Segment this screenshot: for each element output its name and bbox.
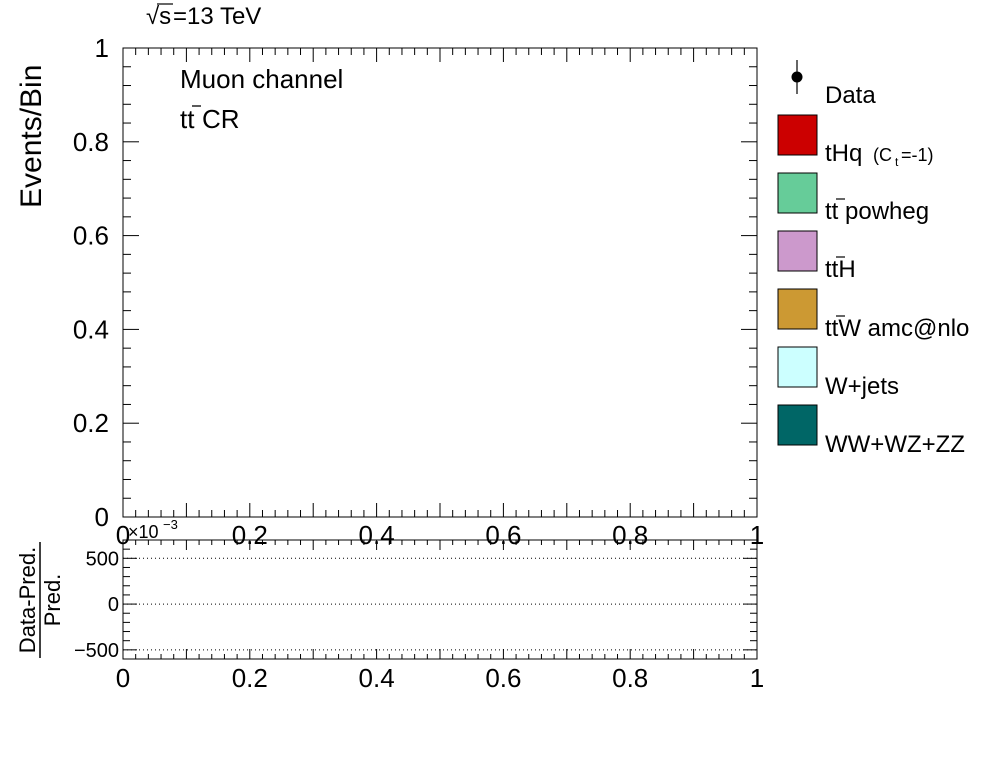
ratio-x-tick-label: 1 bbox=[750, 663, 764, 693]
ratio-y-label-numerator: Data-Pred. bbox=[15, 547, 40, 653]
legend-swatch-tt bbox=[777, 172, 818, 214]
main-y-tick-label: 0.6 bbox=[73, 221, 109, 251]
legend-entry-ttw: ttW amc@nlo bbox=[777, 288, 969, 342]
legend-swatch-ttw bbox=[777, 288, 818, 330]
legend-label-wjets: W+jets bbox=[825, 373, 899, 400]
legend-swatch-diboson bbox=[777, 404, 818, 446]
energy-label-value: =13 TeV bbox=[173, 3, 261, 30]
legend: Data tHq (C t =-1) tt powheg ttH ttW amc@nlo W+j… bbox=[777, 60, 969, 458]
legend-entry-thq: tHq (C t =-1) bbox=[777, 114, 934, 169]
ratio-y-label-denominator: Pred. bbox=[40, 574, 65, 627]
main-x-tick-label: 1 bbox=[750, 520, 764, 550]
legend-label-thq: tHq bbox=[825, 140, 862, 167]
ratio-x-tick-label: 0.8 bbox=[612, 663, 648, 693]
ratio-exponent-base: ×10 bbox=[128, 522, 159, 542]
legend-entry-diboson: WW+WZ+ZZ bbox=[777, 404, 965, 458]
legend-marker-data bbox=[791, 71, 803, 83]
ratio-y-ticks: 500 0 −500 bbox=[74, 539, 757, 662]
legend-label-data: Data bbox=[825, 82, 876, 109]
main-y-tick-label: 0.2 bbox=[73, 408, 109, 438]
ratio-y-axis-label: Data-Pred. Pred. bbox=[15, 542, 65, 658]
legend-swatch-thq bbox=[777, 114, 818, 156]
main-y-tick-label: 0 bbox=[95, 502, 109, 532]
region-label-cr: CR bbox=[202, 104, 240, 134]
main-y-axis-label: Events/Bin bbox=[15, 65, 48, 208]
ratio-reference-lines bbox=[123, 557, 757, 651]
channel-annotation: Muon channel bbox=[180, 64, 343, 94]
main-y-tick-label: 0.4 bbox=[73, 314, 109, 344]
legend-label-tt: tt powheg bbox=[825, 198, 929, 225]
region-annotation: tt CR bbox=[180, 104, 240, 134]
main-y-tick-label: 1 bbox=[95, 33, 109, 63]
legend-entry-wjets: W+jets bbox=[777, 346, 899, 400]
legend-entry-tth: ttH bbox=[777, 230, 856, 283]
legend-entry-tt: tt powheg bbox=[777, 172, 929, 225]
legend-sublabel: (C bbox=[873, 145, 892, 165]
energy-label-sqrt: √s bbox=[146, 3, 171, 30]
main-x-ticks: 0 0.2 0.4 0.6 0.8 1 bbox=[116, 48, 764, 550]
legend-label-diboson: WW+WZ+ZZ bbox=[825, 431, 965, 458]
main-y-ticks: 0 0.2 0.4 0.6 0.8 1 bbox=[73, 33, 757, 532]
ratio-y-tick-label: −500 bbox=[74, 640, 119, 662]
ratio-x-tick-label: 0.6 bbox=[485, 663, 521, 693]
ratio-exponent-power: −3 bbox=[163, 517, 178, 532]
legend-subscript: t bbox=[895, 155, 899, 169]
ratio-x-tick-label: 0.4 bbox=[359, 663, 395, 693]
ratio-y-tick-label: 0 bbox=[108, 594, 119, 616]
ratio-x-tick-label: 0 bbox=[116, 663, 130, 693]
region-label-tt: tt bbox=[180, 104, 195, 134]
ratio-x-tick-label: 0.2 bbox=[232, 663, 268, 693]
main-x-tick-label: 0 bbox=[116, 520, 130, 550]
ratio-x-ticks: 0 0.2 0.4 0.6 0.8 1 bbox=[116, 540, 764, 693]
legend-entry-data: Data bbox=[791, 60, 876, 109]
ratio-y-tick-label: 500 bbox=[86, 548, 119, 570]
legend-sublabel-end: =-1) bbox=[901, 145, 934, 165]
legend-label-tth: ttH bbox=[825, 256, 856, 283]
main-y-tick-label: 0.8 bbox=[73, 127, 109, 157]
legend-swatch-wjets bbox=[777, 346, 818, 388]
legend-swatch-tth bbox=[777, 230, 818, 272]
legend-label-ttw: ttW amc@nlo bbox=[825, 315, 969, 342]
